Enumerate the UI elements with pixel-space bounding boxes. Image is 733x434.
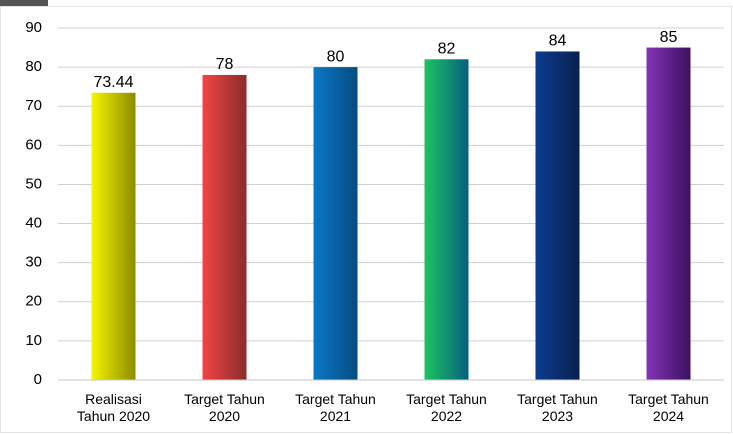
value-label: 80 — [327, 48, 345, 65]
x-tick-label-line: Target Tahun — [517, 391, 598, 407]
value-label: 85 — [660, 29, 678, 46]
bar — [202, 74, 247, 380]
x-tick-label-line: 2024 — [653, 408, 684, 424]
x-tick-label: Target Tahun 2023 — [517, 391, 598, 424]
y-tick-label: 70 — [25, 97, 42, 114]
bar — [91, 92, 136, 380]
x-tick-label-line: Target Tahun — [184, 391, 265, 407]
value-label: 84 — [549, 33, 567, 50]
x-tick-label-line: Target Tahun — [295, 391, 376, 407]
bar — [313, 67, 358, 380]
value-label: 78 — [216, 56, 234, 73]
x-tick-label: Target Tahun 2021 — [295, 391, 376, 424]
y-tick-label: 60 — [25, 136, 42, 153]
y-tick-label: 30 — [25, 254, 42, 271]
x-tick-label: Target Tahun 2020 — [184, 391, 265, 424]
x-tick-label: Realisasi Tahun 2020 — [77, 391, 150, 424]
y-tick-label: 50 — [25, 175, 42, 192]
x-tick-label-line: 2021 — [320, 408, 351, 424]
x-tick-label: Target Tahun 2024 — [628, 391, 709, 424]
value-label: 82 — [438, 41, 456, 58]
x-tick-label-line: Target Tahun — [628, 391, 709, 407]
corner-tab — [0, 0, 48, 6]
x-tick-label-line: Target Tahun — [406, 391, 487, 407]
y-tick-label: 20 — [25, 293, 42, 310]
bar — [535, 51, 580, 380]
x-tick-label: Target Tahun 2022 — [406, 391, 487, 424]
x-tick-label-line: 2023 — [542, 408, 573, 424]
y-tick-label: 10 — [25, 332, 42, 349]
y-tick-label: 40 — [25, 215, 42, 232]
x-tick-label-line: 2020 — [209, 408, 240, 424]
bar — [646, 47, 691, 381]
y-tick-label: 90 — [25, 19, 42, 36]
value-label: 73.44 — [93, 74, 133, 91]
bar — [424, 59, 469, 381]
x-tick-label-line: Realisasi — [85, 391, 142, 407]
y-tick-label: 0 — [34, 371, 42, 388]
x-tick-label-line: Tahun 2020 — [77, 408, 150, 424]
y-tick-label: 80 — [25, 58, 42, 75]
x-tick-label-line: 2022 — [431, 408, 462, 424]
